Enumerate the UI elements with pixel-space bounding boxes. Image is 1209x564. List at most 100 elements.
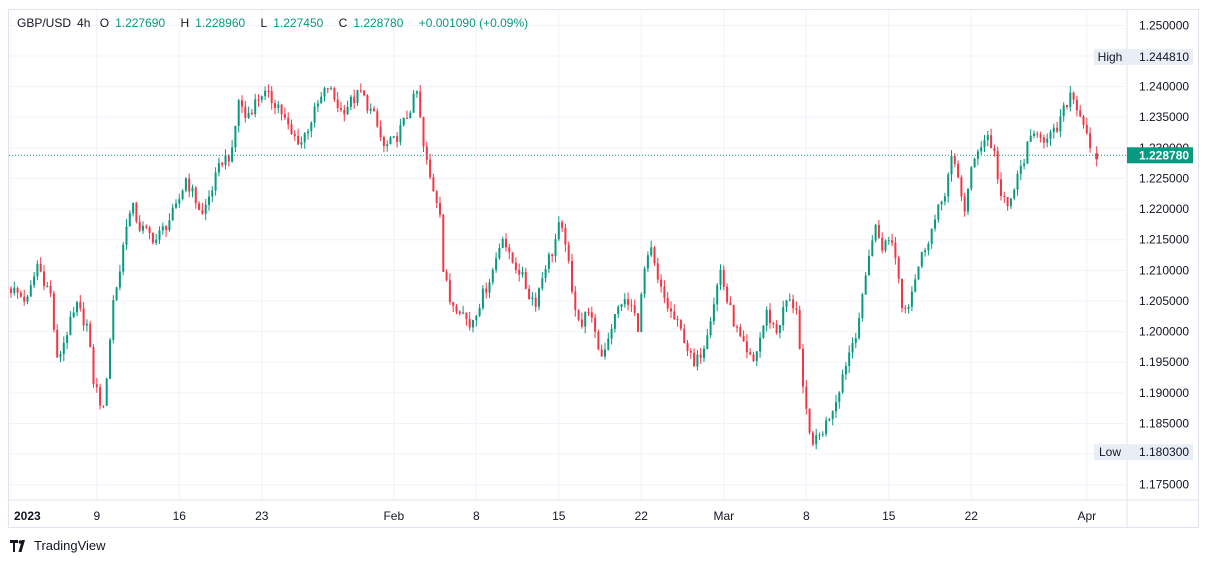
- candle-body: [69, 316, 72, 336]
- candle-body: [455, 305, 458, 312]
- candle-body: [914, 279, 917, 292]
- candle-body: [1056, 127, 1059, 132]
- candle-body: [871, 240, 874, 257]
- candle-body: [712, 304, 715, 322]
- candle-body: [313, 106, 316, 123]
- price-axis-label: 1.175000: [1139, 478, 1189, 492]
- candle-body: [208, 196, 210, 205]
- candle-body: [472, 319, 474, 328]
- candle-body: [557, 222, 560, 240]
- candle-body: [29, 285, 32, 297]
- price-axis-label: 1.205000: [1139, 294, 1189, 308]
- candle-body: [910, 291, 913, 307]
- candle-body: [346, 106, 349, 115]
- ohlc-legend: GBP/USD 4h O 1.227690 H 1.228960 L 1.227450 …: [17, 16, 534, 30]
- candle-body: [1006, 197, 1009, 207]
- candle-body: [808, 408, 811, 433]
- candle-body: [947, 174, 950, 197]
- candle-body: [782, 306, 785, 326]
- chart-frame[interactable]: [8, 9, 1199, 528]
- candle-body: [244, 106, 247, 118]
- candle-body: [531, 297, 534, 299]
- candle-body: [46, 285, 49, 287]
- candle-body: [600, 349, 603, 357]
- tradingview-brand[interactable]: TradingView: [10, 538, 106, 553]
- candle-body: [805, 386, 808, 409]
- candle-body: [742, 336, 745, 342]
- candle-body: [597, 331, 600, 350]
- candle-body: [505, 239, 507, 248]
- candle-body: [607, 338, 610, 350]
- candle-body: [161, 226, 164, 231]
- candle-body: [983, 140, 986, 148]
- candle-body: [389, 137, 392, 145]
- candle-body: [402, 117, 405, 126]
- candle-body: [191, 187, 194, 192]
- candle-body: [993, 147, 996, 152]
- candle-body: [1019, 165, 1022, 174]
- candle-body: [610, 328, 613, 339]
- price-axis-label: 1.220000: [1139, 202, 1189, 216]
- candle-body: [211, 190, 214, 197]
- candle-body: [1085, 124, 1088, 134]
- candle-body: [927, 243, 930, 251]
- candle-body: [435, 191, 438, 203]
- candle-body: [881, 237, 884, 251]
- candle-body: [623, 299, 626, 305]
- candle-body: [1069, 92, 1072, 108]
- candle-body: [1079, 110, 1082, 117]
- candle-body-last: [1095, 153, 1099, 160]
- candle-body: [340, 108, 342, 110]
- candle-body: [670, 308, 672, 312]
- candle-body: [349, 96, 352, 107]
- candle-body: [72, 312, 75, 317]
- candle-body: [719, 269, 722, 286]
- candle-body: [976, 151, 979, 159]
- candle-body: [666, 297, 669, 309]
- candle-body: [201, 209, 204, 214]
- time-axis-label: 9: [93, 509, 100, 523]
- candle-body: [590, 312, 593, 318]
- candle-body: [1089, 133, 1092, 149]
- candle-body: [171, 207, 174, 221]
- candle-body: [501, 239, 504, 248]
- candle-body: [118, 271, 121, 288]
- candle-body: [699, 354, 702, 358]
- candle-body: [538, 288, 540, 307]
- candle-body: [752, 354, 755, 362]
- legend-high-value: 1.228960: [195, 16, 246, 30]
- candle-body: [465, 312, 468, 320]
- candle-body: [656, 263, 659, 280]
- candle-body: [1072, 92, 1075, 100]
- candle-body: [828, 419, 831, 421]
- candle-body: [270, 91, 273, 104]
- candle-body: [142, 226, 144, 231]
- candle-body: [1039, 134, 1042, 138]
- candle-body: [528, 288, 531, 299]
- last-price-tag: [1127, 147, 1193, 164]
- candle-body: [165, 226, 168, 230]
- candle-body: [917, 266, 920, 280]
- candle-body: [788, 299, 791, 301]
- high-marker-value: 1.244810: [1139, 50, 1189, 64]
- high-marker-label-box: [1094, 49, 1127, 66]
- candle-body: [158, 230, 161, 240]
- candle-body: [99, 387, 102, 406]
- candle-body: [274, 103, 276, 109]
- candle-body: [432, 177, 435, 192]
- candle-body: [967, 188, 969, 212]
- candle-body: [290, 124, 293, 134]
- candle-body: [323, 88, 326, 97]
- candle-body: [254, 99, 257, 115]
- candle-body: [541, 278, 544, 289]
- candle-body: [564, 227, 567, 245]
- candle-body: [184, 178, 187, 191]
- candle-body: [1009, 198, 1012, 207]
- candle-body: [379, 126, 382, 138]
- candle-body: [571, 260, 573, 292]
- candle-body: [920, 252, 923, 267]
- candle-body: [442, 214, 445, 272]
- tradingview-brand-label: TradingView: [34, 538, 106, 553]
- candle-body: [250, 112, 253, 115]
